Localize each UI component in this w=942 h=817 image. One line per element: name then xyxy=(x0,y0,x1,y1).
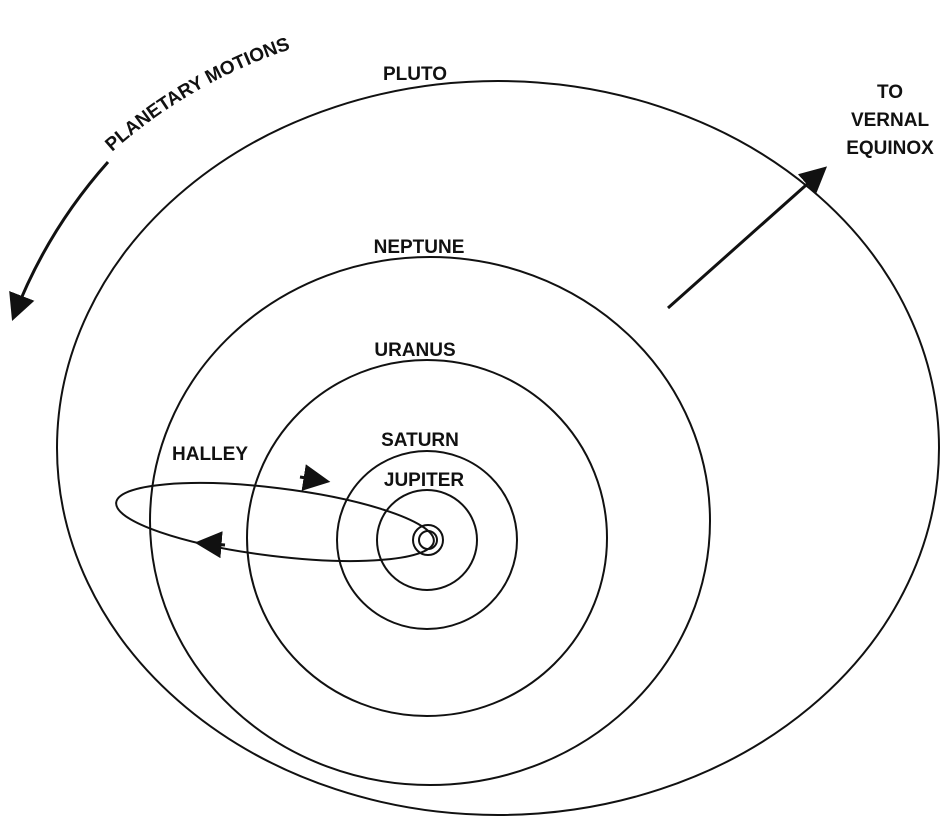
orbit-label: NEPTUNE xyxy=(374,237,465,258)
jupiter-orbit xyxy=(376,489,478,591)
halley-arrow xyxy=(299,464,331,491)
comet-label: HALLEY xyxy=(172,444,248,465)
orbit-label: URANUS xyxy=(374,340,455,361)
uranus-orbit xyxy=(246,359,608,717)
direction-label: VERNAL xyxy=(851,110,930,131)
saturn-orbit xyxy=(336,450,518,630)
direction-label: TO xyxy=(877,82,903,103)
orbit-label: JUPITER xyxy=(384,470,465,491)
halley-arrow xyxy=(194,531,226,559)
inner-orbit xyxy=(412,524,444,556)
orbit-label: SATURN xyxy=(381,430,459,451)
neptune-orbit xyxy=(149,256,711,786)
equinox-arrow xyxy=(667,166,828,310)
orbit-label: PLUTO xyxy=(383,64,447,85)
motion-arrow xyxy=(9,161,110,322)
halley-orbit xyxy=(115,482,435,562)
pluto-orbit xyxy=(56,80,940,816)
direction-label: EQUINOX xyxy=(846,138,934,159)
